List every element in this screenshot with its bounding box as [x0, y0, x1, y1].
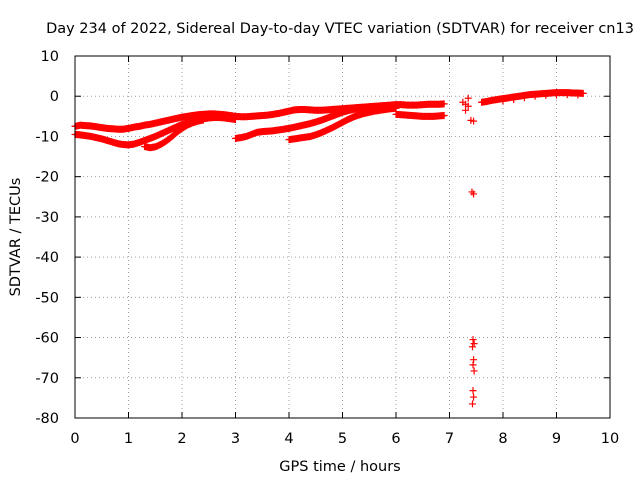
data-point — [470, 367, 478, 375]
data-point — [392, 104, 400, 112]
series-arc-late — [478, 89, 587, 106]
series-arc-mid-1 — [232, 104, 373, 142]
data-point — [199, 116, 207, 124]
series-arc-6h — [392, 110, 448, 120]
data-point — [462, 106, 470, 114]
plot-frame — [74, 55, 611, 419]
series-arc-main-lower — [71, 114, 239, 149]
x-tick-label: 3 — [231, 431, 240, 447]
y-tick-label: 10 — [41, 49, 59, 65]
data-point — [464, 102, 472, 110]
data-point — [469, 336, 477, 344]
x-tick-label: 4 — [284, 431, 293, 447]
x-tick-label: 1 — [124, 431, 133, 447]
x-axis-label: GPS time / hours — [279, 459, 400, 475]
data-point — [469, 387, 477, 395]
data-point — [574, 91, 582, 99]
data-point — [510, 95, 518, 103]
y-tick-label: -60 — [35, 331, 59, 347]
data-point — [520, 94, 528, 102]
series-arc-short-dip — [141, 116, 207, 152]
series-arc-mid-2 — [285, 104, 400, 144]
data-point — [470, 117, 478, 125]
x-tick-label: 10 — [601, 431, 619, 447]
data-point — [579, 89, 587, 97]
axis-ticks: 0 1 2 3 4 5 6 7 8 9 10 10 0 -10 -20 -30 -40 -50 -60 -70 -80 — [35, 49, 619, 447]
series-arc-late-lower — [499, 91, 582, 105]
x-tick-label: 8 — [498, 431, 507, 447]
y-tick-label: -30 — [35, 210, 59, 226]
data-point — [469, 400, 477, 408]
data-points — [71, 89, 587, 408]
data-point — [470, 340, 478, 348]
y-tick-label: -20 — [35, 170, 59, 186]
x-tick-label: 5 — [338, 431, 347, 447]
y-tick-label: -10 — [35, 129, 59, 145]
x-tick-label: 7 — [445, 431, 454, 447]
y-tick-label: -70 — [35, 371, 59, 387]
data-point — [470, 393, 478, 401]
x-tick-label: 9 — [552, 431, 561, 447]
data-point — [469, 343, 477, 351]
x-tick-label: 2 — [177, 431, 186, 447]
data-point — [440, 112, 448, 120]
data-point — [499, 97, 507, 105]
data-point — [563, 91, 571, 99]
x-tick-label: 0 — [70, 431, 79, 447]
x-tick-label: 6 — [391, 431, 400, 447]
data-point — [531, 92, 539, 100]
y-tick-label: -40 — [35, 250, 59, 266]
data-point — [469, 361, 477, 369]
data-point — [542, 91, 550, 99]
y-tick-label: -50 — [35, 290, 59, 306]
chart-title: Day 234 of 2022, Sidereal Day-to-day VTE… — [46, 21, 634, 37]
series-scatter-7h — [459, 94, 478, 408]
data-point — [440, 100, 448, 108]
data-point — [470, 190, 478, 198]
y-tick-label: 0 — [50, 89, 59, 105]
data-point — [232, 116, 239, 124]
data-point — [464, 94, 472, 102]
y-tick-label: -80 — [35, 411, 59, 427]
y-axis-label: SDTVAR / TECUs — [8, 178, 24, 297]
data-point — [553, 91, 560, 99]
